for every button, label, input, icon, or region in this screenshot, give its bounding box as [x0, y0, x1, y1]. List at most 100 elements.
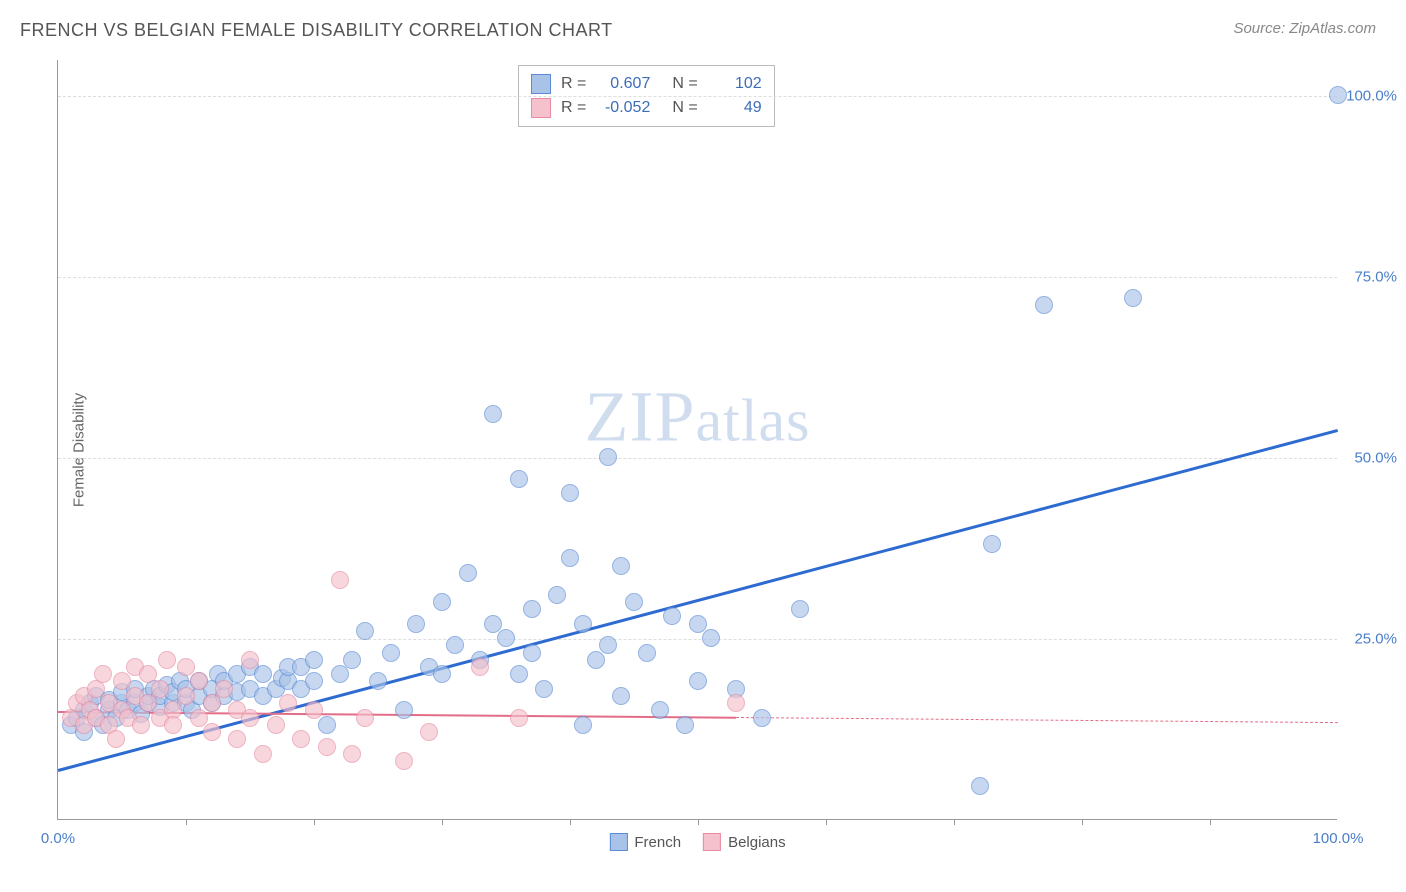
data-point-french — [651, 701, 669, 719]
data-point-french — [612, 687, 630, 705]
data-point-french — [382, 644, 400, 662]
data-point-belgians — [395, 752, 413, 770]
n-value: 49 — [712, 99, 762, 117]
data-point-french — [548, 586, 566, 604]
data-point-belgians — [305, 701, 323, 719]
y-tick-label: 25.0% — [1342, 631, 1397, 648]
data-point-belgians — [177, 658, 195, 676]
x-tick-label: 100.0% — [1313, 830, 1364, 847]
trend-line-dashed-belgians — [736, 717, 1338, 723]
data-point-belgians — [420, 723, 438, 741]
legend-series-item: French — [609, 833, 681, 851]
data-point-belgians — [510, 709, 528, 727]
data-point-belgians — [279, 694, 297, 712]
legend-correlation-row: R =-0.052N =49 — [531, 96, 762, 120]
chart-header: FRENCH VS BELGIAN FEMALE DISABILITY CORR… — [0, 0, 1406, 51]
data-point-belgians — [471, 658, 489, 676]
data-point-belgians — [107, 730, 125, 748]
data-point-french — [625, 593, 643, 611]
data-point-belgians — [151, 680, 169, 698]
n-label: N = — [672, 99, 697, 117]
plot-area: ZIPatlas R =0.607N =102R =-0.052N =49 Fr… — [57, 60, 1337, 820]
data-point-belgians — [203, 723, 221, 741]
y-tick-label: 100.0% — [1342, 88, 1397, 105]
chart-source: Source: ZipAtlas.com — [1233, 20, 1376, 37]
x-tick — [570, 819, 571, 825]
data-point-french — [638, 644, 656, 662]
grid-line — [58, 277, 1337, 278]
grid-line — [58, 96, 1337, 97]
data-point-french — [484, 615, 502, 633]
data-point-belgians — [727, 694, 745, 712]
watermark-big: ZIP — [585, 376, 696, 456]
data-point-french — [433, 593, 451, 611]
data-point-french — [484, 405, 502, 423]
data-point-french — [574, 716, 592, 734]
data-point-belgians — [177, 687, 195, 705]
n-label: N = — [672, 75, 697, 93]
data-point-french — [753, 709, 771, 727]
legend-series: French Belgians — [609, 833, 785, 851]
data-point-belgians — [94, 665, 112, 683]
x-tick — [954, 819, 955, 825]
data-point-french — [983, 535, 1001, 553]
data-point-belgians — [228, 730, 246, 748]
x-tick-label: 0.0% — [41, 830, 75, 847]
data-point-french — [561, 484, 579, 502]
x-tick — [314, 819, 315, 825]
x-tick — [442, 819, 443, 825]
data-point-belgians — [203, 694, 221, 712]
legend-swatch — [531, 98, 551, 118]
data-point-french — [510, 665, 528, 683]
data-point-belgians — [190, 709, 208, 727]
data-point-belgians — [254, 745, 272, 763]
data-point-french — [561, 549, 579, 567]
x-tick — [698, 819, 699, 825]
data-point-french — [1124, 289, 1142, 307]
data-point-belgians — [241, 651, 259, 669]
data-point-belgians — [331, 571, 349, 589]
y-tick-label: 75.0% — [1342, 269, 1397, 286]
data-point-belgians — [139, 665, 157, 683]
r-label: R = — [561, 75, 586, 93]
data-point-belgians — [190, 672, 208, 690]
data-point-french — [587, 651, 605, 669]
data-point-french — [523, 600, 541, 618]
y-tick-label: 50.0% — [1342, 450, 1397, 467]
legend-swatch — [531, 74, 551, 94]
data-point-french — [510, 470, 528, 488]
r-label: R = — [561, 99, 586, 117]
data-point-french — [663, 607, 681, 625]
data-point-french — [599, 448, 617, 466]
data-point-french — [343, 651, 361, 669]
data-point-french — [689, 615, 707, 633]
data-point-belgians — [241, 709, 259, 727]
data-point-french — [395, 701, 413, 719]
watermark-small: atlas — [696, 387, 811, 453]
legend-swatch — [609, 833, 627, 851]
data-point-french — [1329, 86, 1347, 104]
data-point-french — [612, 557, 630, 575]
watermark: ZIPatlas — [585, 375, 811, 458]
data-point-french — [1035, 296, 1053, 314]
data-point-french — [599, 636, 617, 654]
x-tick — [1210, 819, 1211, 825]
data-point-belgians — [164, 716, 182, 734]
data-point-french — [535, 680, 553, 698]
legend-series-item: Belgians — [703, 833, 786, 851]
data-point-french — [407, 615, 425, 633]
r-value: 0.607 — [600, 75, 650, 93]
data-point-french — [574, 615, 592, 633]
legend-series-label: French — [634, 834, 681, 851]
data-point-french — [689, 672, 707, 690]
data-point-belgians — [267, 716, 285, 734]
data-point-french — [305, 651, 323, 669]
data-point-belgians — [158, 651, 176, 669]
data-point-french — [254, 665, 272, 683]
data-point-french — [356, 622, 374, 640]
data-point-belgians — [318, 738, 336, 756]
data-point-french — [971, 777, 989, 795]
data-point-french — [369, 672, 387, 690]
data-point-belgians — [292, 730, 310, 748]
legend-swatch — [703, 833, 721, 851]
